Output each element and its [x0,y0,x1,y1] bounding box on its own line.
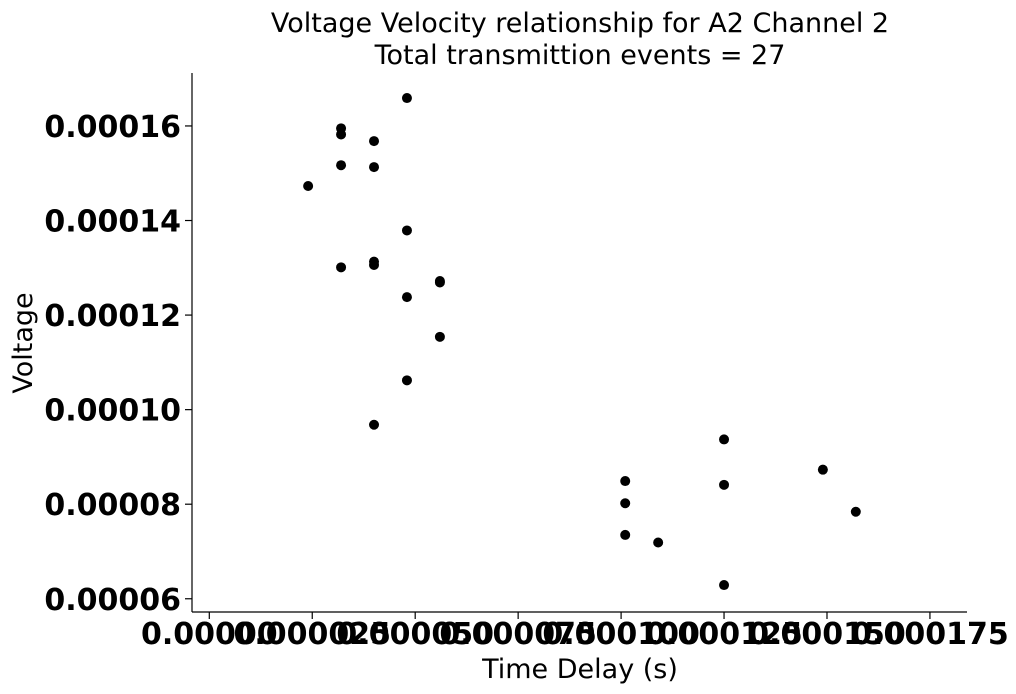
y-tick-label: 0.00006 [44,583,181,618]
scatter-point [401,375,412,386]
scatter-point [336,262,347,273]
scatter-point [401,93,412,104]
scatter-point [653,537,664,548]
scatter-point [336,160,347,171]
y-tick-label: 0.00008 [44,488,181,523]
scatter-point [434,277,445,288]
chart-subtitle: Total transmittion events = 27 [374,40,786,71]
y-tick-label: 0.00016 [44,110,181,145]
x-tick-label: 0.00000 [141,617,278,652]
scatter-point [620,476,631,487]
scatter-points [303,93,861,591]
x-axis-label: Time Delay (s) [481,654,678,685]
chart-title: Voltage Velocity relationship for A2 Cha… [271,8,889,39]
scatter-point [719,479,730,490]
scatter-point [850,506,861,517]
scatter-point [620,529,631,540]
x-tick-label: 0.000125 [645,617,803,652]
x-axis-ticks: 0.000000.0000250.0000500.0000750.0001000… [141,612,1009,652]
x-tick-label: 0.000150 [748,617,906,652]
scatter-point [620,498,631,509]
x-tick-label: 0.000100 [542,617,700,652]
scatter-point [369,136,380,147]
x-tick-label: 0.000025 [233,617,391,652]
x-tick-label: 0.000075 [439,617,597,652]
scatter-point [401,225,412,236]
scatter-point [719,580,730,591]
y-axis-ticks: 0.00006 0.00008 0.00010 0.00012 0.00014 0.000… [44,110,192,618]
scatter-point [336,129,347,140]
y-axis-label: Voltage [8,292,39,393]
scatter-point [434,331,445,342]
x-tick-label: 0.000050 [336,617,494,652]
scatter-point [401,292,412,303]
x-tick-label: 0.000175 [851,617,1009,652]
y-tick-label: 0.00014 [44,205,181,240]
scatter-point [719,434,730,445]
scatter-point [817,464,828,475]
scatter-point [303,181,314,192]
y-tick-label: 0.00010 [44,394,181,429]
scatter-point [369,259,380,270]
scatter-point [369,162,380,173]
scatter-point [369,419,380,430]
y-tick-label: 0.00012 [44,299,181,334]
